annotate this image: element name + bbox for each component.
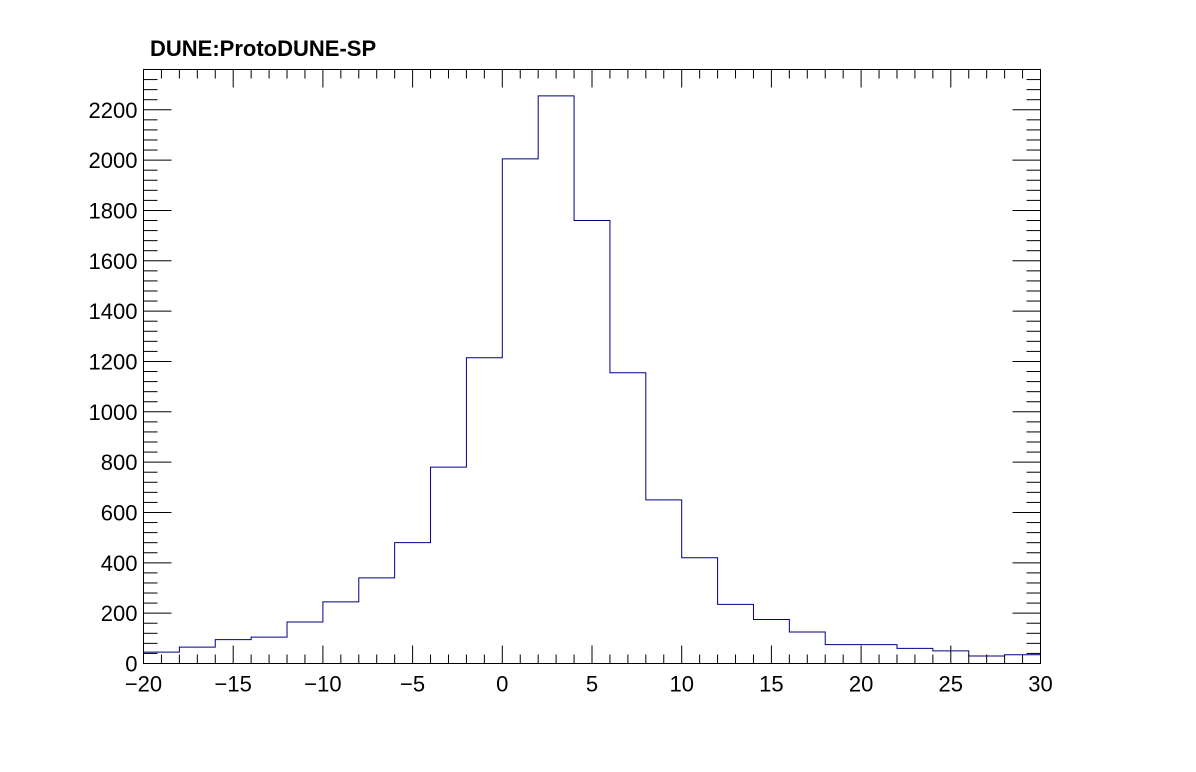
y-tick-label: 1400 <box>89 299 138 324</box>
y-axis-tick-labels: 0 200 400 600 800 1000 1200 1400 1600 1800 2000 220… <box>89 98 138 677</box>
y-tick-label: 2200 <box>89 98 138 123</box>
x-tick-label: −10 <box>304 672 341 697</box>
x-tick-label: 30 <box>1028 672 1052 697</box>
y-tick-label: 2000 <box>89 148 138 173</box>
x-tick-label: 25 <box>939 672 963 697</box>
x-tick-label: 5 <box>586 672 598 697</box>
histogram-series-line <box>143 95 1041 657</box>
y-tick-label: 1000 <box>89 400 138 425</box>
y-tick-label: 400 <box>101 551 138 576</box>
y-tick-label: 0 <box>125 652 137 677</box>
y-tick-label: 1600 <box>89 249 138 274</box>
y-tick-label: 800 <box>101 450 138 475</box>
x-tick-label: 10 <box>669 672 693 697</box>
x-axis-tick-labels: −20 −15 −10 −5 0 5 10 15 20 25 30 <box>125 672 1053 697</box>
axis-ticks <box>143 69 1041 664</box>
y-tick-label: 1800 <box>89 198 138 223</box>
x-tick-label: 15 <box>759 672 783 697</box>
y-tick-label: 1200 <box>89 349 138 374</box>
x-tick-label: 0 <box>496 672 508 697</box>
y-tick-label: 200 <box>101 601 138 626</box>
y-tick-label: 600 <box>101 500 138 525</box>
x-tick-label: −5 <box>400 672 425 697</box>
plot-frame <box>143 69 1041 664</box>
x-tick-label: −20 <box>125 672 162 697</box>
chart-title: DUNE:ProtoDUNE-SP <box>150 36 376 61</box>
x-tick-label: −15 <box>215 672 252 697</box>
x-tick-label: 20 <box>849 672 873 697</box>
